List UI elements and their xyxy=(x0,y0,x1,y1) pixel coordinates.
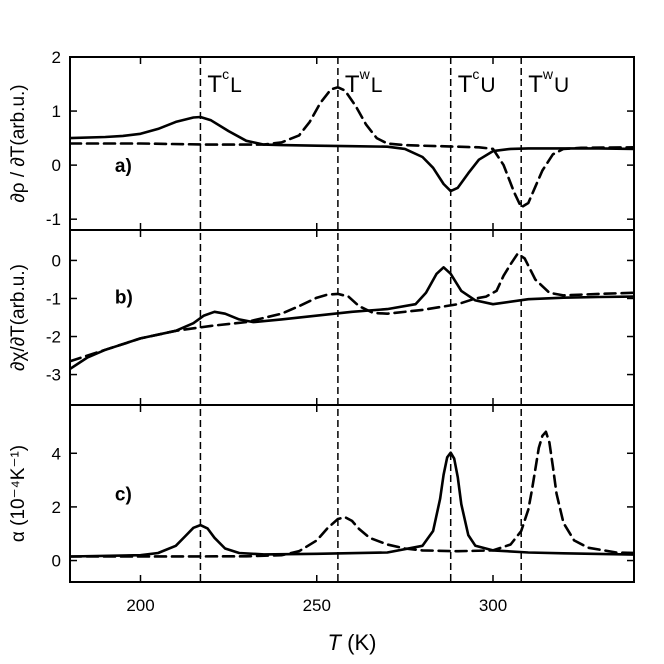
panel-1-series-solid xyxy=(70,115,634,193)
panel-1-ylabel: ∂ρ / ∂T(arb.u.) xyxy=(8,84,29,202)
panel-1-ytick-label: 2 xyxy=(52,48,61,67)
panel-2-series-dashed xyxy=(70,252,634,363)
panel-3-ylabel: α (10⁻⁴K⁻¹) xyxy=(8,445,29,542)
panel-3-ytick-label: 2 xyxy=(52,498,61,517)
xtick-label: 200 xyxy=(126,596,154,615)
transition-label-2: TwL xyxy=(345,66,382,98)
panel-3-ytick-label: 0 xyxy=(52,552,61,571)
panel-frames xyxy=(69,56,635,583)
panel-2-ytick-label: 0 xyxy=(52,251,61,270)
panel-3-ytick-label: 4 xyxy=(52,444,61,463)
panel-1-ytick-label: 0 xyxy=(52,156,61,175)
panel-1-ytick-label: 1 xyxy=(52,102,61,121)
x-axis-label: T (K) xyxy=(328,630,377,655)
transition-label-1: TcL xyxy=(207,66,241,98)
panel-2-label: b) xyxy=(115,288,133,309)
chart-text: -1 0 1 2 a) ∂ρ / ∂T(arb.u.) -3 -2 -1 0 b) ∂χ/∂T(arb… xyxy=(8,48,569,655)
panel-3-series-solid xyxy=(70,451,634,558)
panel-1-ytick-label: -1 xyxy=(46,210,61,229)
panel-2-ytick-label: -3 xyxy=(46,366,61,385)
panel-3-frame xyxy=(69,404,635,583)
axis-ticks xyxy=(70,56,634,582)
panel-3-series-dashed xyxy=(70,430,634,558)
panel-1-label: a) xyxy=(115,156,132,177)
xtick-label: 300 xyxy=(479,596,507,615)
data-traces xyxy=(70,86,634,558)
panel-3-label: c) xyxy=(115,485,132,506)
transition-label-3: TcU xyxy=(458,66,496,98)
panel-2-ylabel: ∂χ/∂T(arb.u.) xyxy=(8,264,29,371)
transition-label-4: TwU xyxy=(528,66,569,98)
panel-2-ytick-label: -2 xyxy=(46,328,61,347)
panel-2-ytick-label: -1 xyxy=(46,289,61,308)
xtick-label: 250 xyxy=(303,596,331,615)
panel-1-series-dashed xyxy=(70,86,634,209)
